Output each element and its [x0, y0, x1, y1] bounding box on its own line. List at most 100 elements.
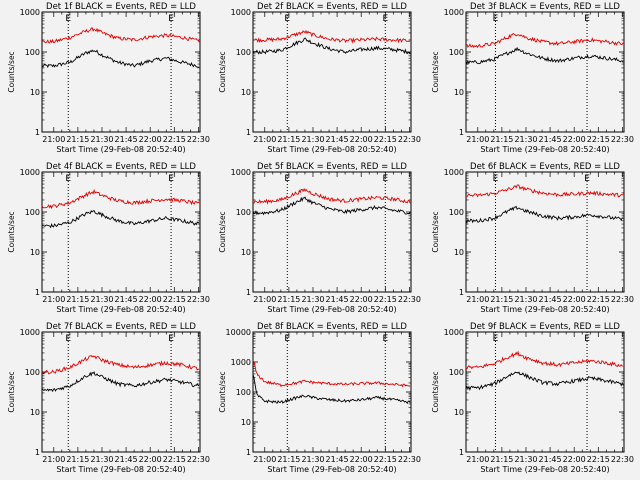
lld-series-line	[252, 29, 411, 44]
y-tick-label: 100	[236, 208, 251, 217]
y-tick-label: 100	[449, 48, 464, 57]
y-tick-label: 100	[449, 368, 464, 377]
event-marker-label: E	[584, 174, 590, 184]
x-tick-label: 21:30	[514, 455, 537, 464]
x-tick-label: 21:00	[253, 455, 276, 464]
x-tick-label: 21:00	[466, 295, 489, 304]
x-tick-label: 21:45	[539, 135, 562, 144]
panel-det-2f: Det 2f BLACK = Events, RED = LLD 1 10 100 10…	[218, 2, 421, 154]
events-series-line	[41, 49, 200, 69]
plot-frame	[41, 11, 201, 133]
y-axis-title: Counts/sec	[7, 211, 16, 252]
panel-title: Det 1f BLACK = Events, RED = LLD	[46, 2, 196, 12]
events-series-line	[41, 209, 200, 229]
y-axis-title: Counts/sec	[218, 51, 227, 92]
x-tick-label: 21:30	[301, 455, 324, 464]
x-tick-label: 21:30	[514, 295, 537, 304]
x-tick-label: 22:15	[587, 455, 610, 464]
y-tick-label: 1000	[444, 8, 464, 17]
x-tick-label: 22:15	[587, 295, 610, 304]
plot-frame	[252, 171, 412, 293]
y-tick-label: 1	[246, 288, 251, 297]
event-marker-label: E	[284, 334, 290, 344]
x-tick-label: 22:00	[139, 135, 162, 144]
plot-frame	[252, 331, 412, 453]
event-marker-label: E	[382, 334, 388, 344]
y-axis-title: Counts/sec	[7, 371, 16, 412]
lld-series-line	[465, 184, 624, 198]
event-marker-label: E	[382, 14, 388, 24]
x-tick-label: 22:00	[139, 455, 162, 464]
x-tick-label: 21:30	[301, 135, 324, 144]
x-tick-label: 22:15	[587, 135, 610, 144]
x-axis-title: Start Time (29-Feb-08 20:52:40)	[480, 465, 609, 474]
plot-frame	[465, 331, 625, 453]
x-tick-label: 21:00	[42, 135, 65, 144]
panel-det-8f: Det 8f BLACK = Events, RED = LLD 1 10 100 10…	[218, 322, 421, 474]
y-axis-title: Counts/sec	[218, 371, 227, 412]
events-series-line	[252, 196, 411, 216]
x-tick-label: 21:15	[66, 295, 89, 304]
x-tick-label: 22:30	[611, 295, 634, 304]
panel-title: Det 8f BLACK = Events, RED = LLD	[257, 322, 407, 332]
y-tick-label: 1	[246, 448, 251, 457]
y-tick-label: 10	[30, 408, 40, 417]
x-tick-label: 21:30	[90, 135, 113, 144]
x-tick-label: 22:00	[563, 135, 586, 144]
x-tick-label: 22:15	[163, 455, 186, 464]
y-tick-label: 1000	[231, 358, 251, 367]
y-tick-label: 1000	[20, 168, 40, 177]
x-tick-label: 22:00	[350, 295, 373, 304]
plot-frame	[465, 171, 625, 293]
x-tick-label: 21:45	[115, 135, 138, 144]
x-axis-title: Start Time (29-Feb-08 20:52:40)	[267, 465, 396, 474]
x-axis-title: Start Time (29-Feb-08 20:52:40)	[56, 145, 185, 154]
panel-det-3f: Det 3f BLACK = Events, RED = LLD 1 10 100 10…	[431, 2, 634, 154]
x-tick-label: 21:30	[514, 135, 537, 144]
y-tick-label: 10	[454, 88, 464, 97]
y-tick-label: 1000	[231, 168, 251, 177]
lld-series-line	[41, 27, 200, 44]
y-tick-label: 1	[459, 448, 464, 457]
y-tick-label: 10	[241, 248, 251, 257]
y-tick-label: 1	[35, 288, 40, 297]
x-tick-label: 21:15	[490, 455, 513, 464]
panel-title: Det 7f BLACK = Events, RED = LLD	[46, 322, 196, 332]
x-tick-label: 21:30	[90, 295, 113, 304]
x-tick-label: 21:45	[539, 455, 562, 464]
x-tick-label: 22:15	[163, 295, 186, 304]
event-marker-label: E	[584, 14, 590, 24]
x-tick-label: 21:00	[253, 135, 276, 144]
events-series-line	[252, 374, 411, 405]
y-axis-title: Counts/sec	[7, 51, 16, 92]
x-tick-label: 22:30	[611, 455, 634, 464]
x-tick-label: 21:30	[90, 455, 113, 464]
x-tick-label: 21:15	[490, 135, 513, 144]
lld-series-line	[252, 187, 411, 205]
x-tick-label: 21:15	[277, 135, 300, 144]
x-tick-label: 21:45	[115, 455, 138, 464]
x-tick-label: 21:00	[466, 455, 489, 464]
y-tick-label: 10	[30, 248, 40, 257]
events-series-line	[41, 371, 200, 393]
y-tick-label: 100	[236, 388, 251, 397]
x-tick-label: 22:00	[563, 295, 586, 304]
event-marker-label: E	[493, 174, 499, 184]
lld-series-line	[465, 350, 624, 370]
lld-series-line	[252, 360, 411, 388]
x-tick-label: 21:15	[490, 295, 513, 304]
lld-series-line	[41, 355, 200, 375]
y-tick-label: 1000	[20, 8, 40, 17]
x-tick-label: 22:00	[350, 135, 373, 144]
panel-det-6f: Det 6f BLACK = Events, RED = LLD 1 10 100 10…	[431, 162, 634, 314]
y-tick-label: 1000	[20, 328, 40, 337]
x-tick-label: 21:45	[115, 295, 138, 304]
y-tick-label: 1	[459, 128, 464, 137]
plot-frame	[41, 171, 201, 293]
x-axis-title: Start Time (29-Feb-08 20:52:40)	[267, 145, 396, 154]
panel-title: Det 6f BLACK = Events, RED = LLD	[470, 162, 620, 172]
events-series-line	[465, 371, 624, 391]
x-tick-label: 21:00	[466, 135, 489, 144]
events-series-line	[465, 46, 624, 66]
